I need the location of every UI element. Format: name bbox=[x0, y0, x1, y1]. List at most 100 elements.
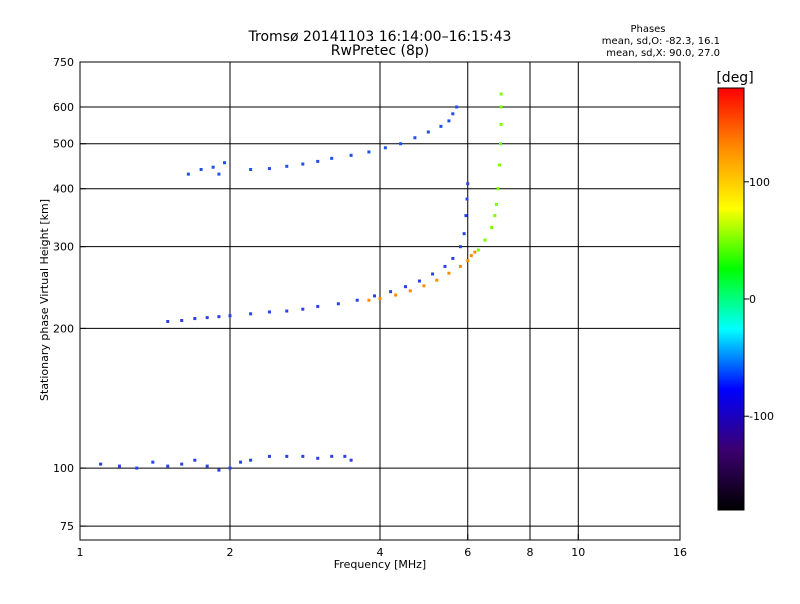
data-point bbox=[180, 462, 184, 466]
data-point bbox=[498, 142, 502, 146]
data-point bbox=[301, 162, 305, 166]
x-tick-label: 10 bbox=[571, 546, 585, 559]
y-tick-label: 600 bbox=[53, 101, 74, 114]
data-point bbox=[447, 271, 451, 275]
y-tick-label: 75 bbox=[60, 520, 74, 533]
y-tick-label: 300 bbox=[53, 241, 74, 254]
data-point bbox=[336, 302, 340, 306]
data-point bbox=[451, 256, 455, 260]
data-point bbox=[239, 460, 243, 464]
chart-title: Tromsø 20141103 16:14:00–16:15:43 bbox=[248, 29, 512, 45]
data-point bbox=[439, 124, 443, 128]
data-point bbox=[193, 317, 197, 321]
data-point bbox=[435, 278, 439, 282]
data-point bbox=[476, 248, 480, 252]
x-tick-label: 8 bbox=[527, 546, 534, 559]
data-point bbox=[447, 119, 451, 123]
data-point bbox=[499, 123, 503, 127]
y-tick-label: 500 bbox=[53, 138, 74, 151]
data-point bbox=[499, 105, 503, 109]
data-point bbox=[373, 294, 377, 298]
data-point bbox=[193, 458, 197, 462]
data-point bbox=[498, 163, 502, 167]
colorbar-label: [deg] bbox=[716, 70, 753, 86]
data-point bbox=[383, 146, 387, 150]
axis-ticks: 1 2 4 6 8 10 16 75 100 200 300 400 500 600 750 bbox=[53, 56, 687, 559]
data-point bbox=[389, 290, 393, 294]
data-point bbox=[285, 454, 289, 458]
chart-subtitle: RwPretec (8p) bbox=[331, 43, 429, 59]
data-point bbox=[180, 318, 184, 322]
x-axis-label: Frequency [MHz] bbox=[334, 558, 426, 571]
data-point bbox=[166, 319, 170, 323]
colorbar bbox=[717, 87, 745, 511]
x-tick-label: 16 bbox=[673, 546, 687, 559]
plot-frame bbox=[79, 61, 681, 541]
data-point bbox=[458, 264, 462, 268]
data-point bbox=[462, 232, 466, 236]
data-point bbox=[205, 464, 209, 468]
data-point bbox=[455, 105, 459, 109]
data-point bbox=[394, 293, 398, 297]
data-point bbox=[211, 165, 215, 169]
y-tick-label: 400 bbox=[53, 183, 74, 196]
data-point bbox=[431, 272, 435, 276]
data-point bbox=[117, 464, 121, 468]
data-point bbox=[228, 466, 232, 470]
data-point bbox=[378, 296, 382, 300]
data-point bbox=[316, 159, 320, 163]
data-point bbox=[285, 309, 289, 313]
data-point bbox=[399, 142, 403, 146]
data-point bbox=[249, 312, 253, 316]
data-point bbox=[151, 460, 155, 464]
data-point bbox=[267, 167, 271, 171]
data-point bbox=[249, 458, 253, 462]
data-point bbox=[343, 454, 347, 458]
data-point bbox=[301, 307, 305, 311]
y-axis-label: Stationary phase Virtual Height [km] bbox=[38, 199, 51, 401]
data-point bbox=[426, 130, 430, 134]
phase-stats-x: mean, sd,X: 90.0, 27.0 bbox=[606, 48, 720, 59]
data-point bbox=[494, 202, 498, 206]
data-point bbox=[135, 466, 139, 470]
data-point bbox=[367, 150, 371, 154]
data-point bbox=[443, 264, 447, 268]
data-point bbox=[330, 454, 334, 458]
data-point bbox=[217, 468, 221, 472]
data-point bbox=[464, 214, 468, 218]
x-tick-label: 6 bbox=[464, 546, 471, 559]
data-point bbox=[490, 225, 494, 229]
data-point bbox=[469, 254, 473, 258]
data-point bbox=[205, 316, 209, 320]
data-point bbox=[473, 250, 477, 254]
data-point bbox=[249, 167, 253, 171]
data-point bbox=[496, 187, 500, 191]
phase-stats-o: mean, sd,O: -82.3, 16.1 bbox=[602, 36, 720, 47]
data-point bbox=[483, 238, 487, 242]
data-point bbox=[267, 310, 271, 314]
data-point bbox=[417, 279, 421, 283]
data-point bbox=[316, 456, 320, 460]
data-point bbox=[166, 464, 170, 468]
data-point bbox=[301, 454, 305, 458]
data-point bbox=[422, 284, 426, 288]
colorbar-tick-label: 100 bbox=[749, 176, 770, 189]
x-tick-label: 1 bbox=[77, 546, 84, 559]
data-point bbox=[99, 462, 103, 466]
grid-lines bbox=[80, 62, 680, 540]
data-point bbox=[499, 92, 503, 96]
data-point bbox=[199, 167, 203, 171]
data-point bbox=[217, 172, 221, 176]
y-tick-label: 750 bbox=[53, 56, 74, 69]
data-point bbox=[223, 161, 227, 165]
data-points bbox=[99, 92, 503, 472]
data-point bbox=[466, 259, 470, 263]
data-point bbox=[330, 156, 334, 160]
data-point bbox=[349, 458, 353, 462]
data-point bbox=[316, 304, 320, 308]
data-point bbox=[349, 153, 353, 157]
data-point bbox=[217, 315, 221, 319]
colorbar-tick-label: 0 bbox=[749, 293, 756, 306]
data-point bbox=[267, 454, 271, 458]
